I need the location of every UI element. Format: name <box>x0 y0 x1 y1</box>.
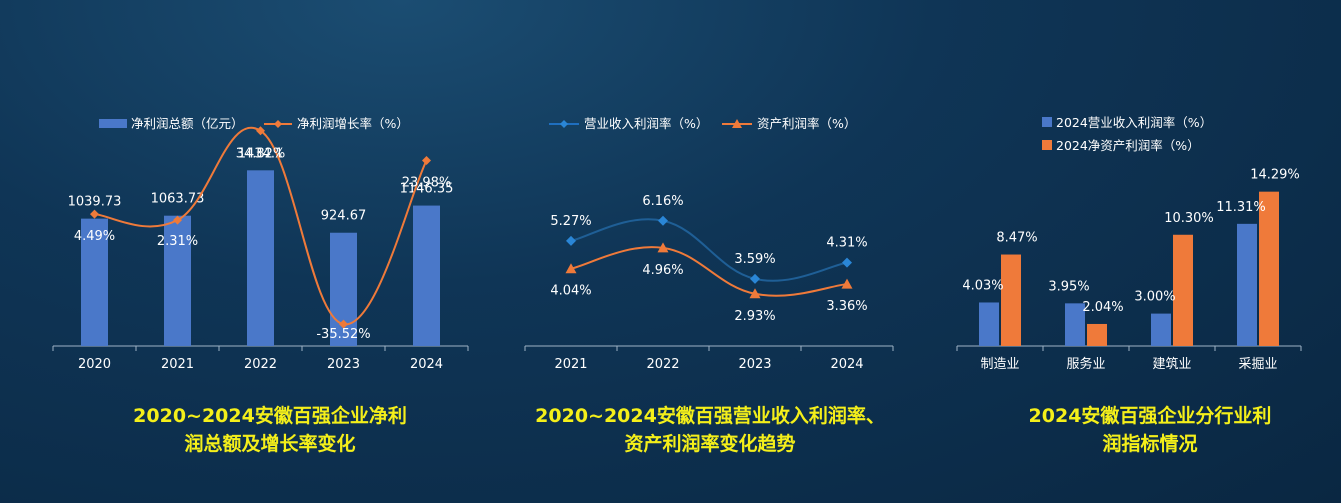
x-tick-label: 2023 <box>738 357 771 372</box>
legend-marker-growth <box>274 120 282 128</box>
caption-industry: 2024安徽百强企业分行业利 润指标情况 <box>990 402 1310 458</box>
legend-label-asset-margin: 资产利润率（%） <box>757 116 856 131</box>
bar-equity-margin <box>1173 234 1193 346</box>
equity-margin-label: 8.47% <box>996 231 1037 246</box>
point-asset-margin <box>749 288 761 299</box>
point-revenue-margin <box>842 257 852 268</box>
bar-revenue-margin <box>1065 303 1085 346</box>
line-revenue-margin <box>570 218 848 282</box>
caption-net-profit-line1: 2020~2024安徽百强企业净利 <box>133 405 407 427</box>
equity-margin-label: 10.30% <box>1164 211 1214 226</box>
point-revenue-margin <box>750 273 760 284</box>
x-tick-label: 2021 <box>554 357 587 372</box>
x-tick-label: 2023 <box>327 357 360 372</box>
x-tick-label: 制造业 <box>980 357 1019 372</box>
growth-value-label: -35.52% <box>316 327 370 342</box>
chart-industry: 2024营业收入利润率（%） 2024净资产利润率（%） 4.03% 8.47% 制造业… <box>956 115 1302 372</box>
chart-margin-trend: 营业收入利润率（%） 资产利润率（%） 2021 2022 2023 2024 5.27% 6… <box>524 116 894 372</box>
bar-revenue-margin <box>1237 223 1257 346</box>
legend-swatch-equity-margin <box>1042 140 1052 150</box>
growth-value-label: 34.82% <box>236 147 286 162</box>
bar-value-label: 1039.73 <box>68 195 122 210</box>
asset-margin-label: 2.93% <box>734 309 775 324</box>
bar-equity-margin <box>1087 323 1107 346</box>
line-asset-margin <box>570 246 848 297</box>
legend-marker-asset-margin <box>732 119 742 128</box>
revenue-margin-label: 3.59% <box>734 252 775 267</box>
bar-value-label: 1434.1 <box>238 146 284 161</box>
growth-value-label: 23.98% <box>402 176 452 191</box>
revenue-margin-label: 5.27% <box>550 214 591 229</box>
panel-margin-trend: 营业收入利润率（%） 资产利润率（%） 2021 2022 2023 2024 5.27% 6… <box>480 0 940 400</box>
bar-equity-margin <box>1259 191 1279 346</box>
point-asset-margin <box>657 242 669 253</box>
x-tick-label: 采掘业 <box>1238 357 1277 372</box>
legend-label-revenue-margin: 营业收入利润率（%） <box>584 116 708 131</box>
legend-label-revenue-margin: 2024营业收入利润率（%） <box>1056 115 1212 130</box>
x-tick-label: 2020 <box>78 357 111 372</box>
bar-net-profit <box>81 218 108 346</box>
revenue-margin-label: 3.95% <box>1048 279 1089 294</box>
legend-swatch-net-profit <box>99 119 127 128</box>
legend-label-growth: 净利润增长率（%） <box>297 116 409 131</box>
growth-value-label: 4.49% <box>74 229 115 244</box>
growth-value-label: 2.31% <box>157 234 198 249</box>
bar-equity-margin <box>1001 254 1021 346</box>
asset-margin-label: 3.36% <box>826 299 867 314</box>
legend-label-equity-margin: 2024净资产利润率（%） <box>1056 138 1200 153</box>
bar-revenue-margin <box>1151 313 1171 346</box>
point-growth-rate <box>90 209 99 219</box>
point-revenue-margin <box>566 235 576 246</box>
point-growth-rate <box>173 215 182 225</box>
caption-net-profit-line2: 润总额及增长率变化 <box>184 433 356 455</box>
x-tick-label: 2021 <box>161 357 194 372</box>
chart-net-profit: 净利润总额（亿元） 净利润增长率（%） 1039.73 2020 1063.73 2021… <box>52 116 469 372</box>
caption-industry-line2: 润指标情况 <box>1102 433 1198 455</box>
revenue-margin-label: 3.00% <box>1134 290 1175 305</box>
bar-value-label: 1063.73 <box>151 192 205 207</box>
point-revenue-margin <box>658 215 668 226</box>
asset-margin-label: 4.96% <box>642 263 683 278</box>
asset-margin-label: 4.04% <box>550 284 591 299</box>
point-growth-rate <box>422 156 431 166</box>
revenue-margin-label: 4.31% <box>826 236 867 251</box>
x-tick-label: 2024 <box>830 357 863 372</box>
bar-net-profit <box>247 170 274 346</box>
revenue-margin-label: 6.16% <box>642 194 683 209</box>
legend-label-net-profit: 净利润总额（亿元） <box>131 116 244 131</box>
legend-swatch-revenue-margin <box>1042 117 1052 127</box>
caption-margin-trend: 2020~2024安徽百强营业收入利润率、 资产利润率变化趋势 <box>490 402 930 458</box>
equity-margin-label: 2.04% <box>1082 300 1123 315</box>
bar-net-profit <box>164 215 191 346</box>
caption-net-profit: 2020~2024安徽百强企业净利 润总额及增长率变化 <box>60 402 480 458</box>
point-asset-margin <box>841 278 853 289</box>
point-growth-rate <box>339 319 348 329</box>
revenue-margin-label: 11.31% <box>1216 200 1266 215</box>
bar-value-label: 924.67 <box>321 209 367 224</box>
caption-industry-line1: 2024安徽百强企业分行业利 <box>1028 405 1272 427</box>
x-tick-label: 2022 <box>244 357 277 372</box>
panel-industry: 2024营业收入利润率（%） 2024净资产利润率（%） 4.03% 8.47% 制造业… <box>940 0 1341 400</box>
panel-net-profit: 净利润总额（亿元） 净利润增长率（%） 1039.73 2020 1063.73 2021… <box>0 0 480 400</box>
x-tick-label: 2022 <box>646 357 679 372</box>
bar-net-profit <box>413 205 440 346</box>
revenue-margin-label: 4.03% <box>962 278 1003 293</box>
x-tick-label: 建筑业 <box>1152 356 1191 372</box>
point-growth-rate <box>256 126 265 136</box>
caption-margin-trend-line2: 资产利润率变化趋势 <box>624 433 796 455</box>
line-growth-rate <box>94 126 428 326</box>
point-asset-margin <box>565 263 577 274</box>
bar-revenue-margin <box>979 302 999 346</box>
legend-marker-revenue-margin <box>560 120 568 128</box>
x-tick-label: 服务业 <box>1066 356 1105 372</box>
caption-margin-trend-line1: 2020~2024安徽百强营业收入利润率、 <box>535 405 885 427</box>
equity-margin-label: 14.29% <box>1250 168 1300 183</box>
x-tick-label: 2024 <box>410 357 443 372</box>
